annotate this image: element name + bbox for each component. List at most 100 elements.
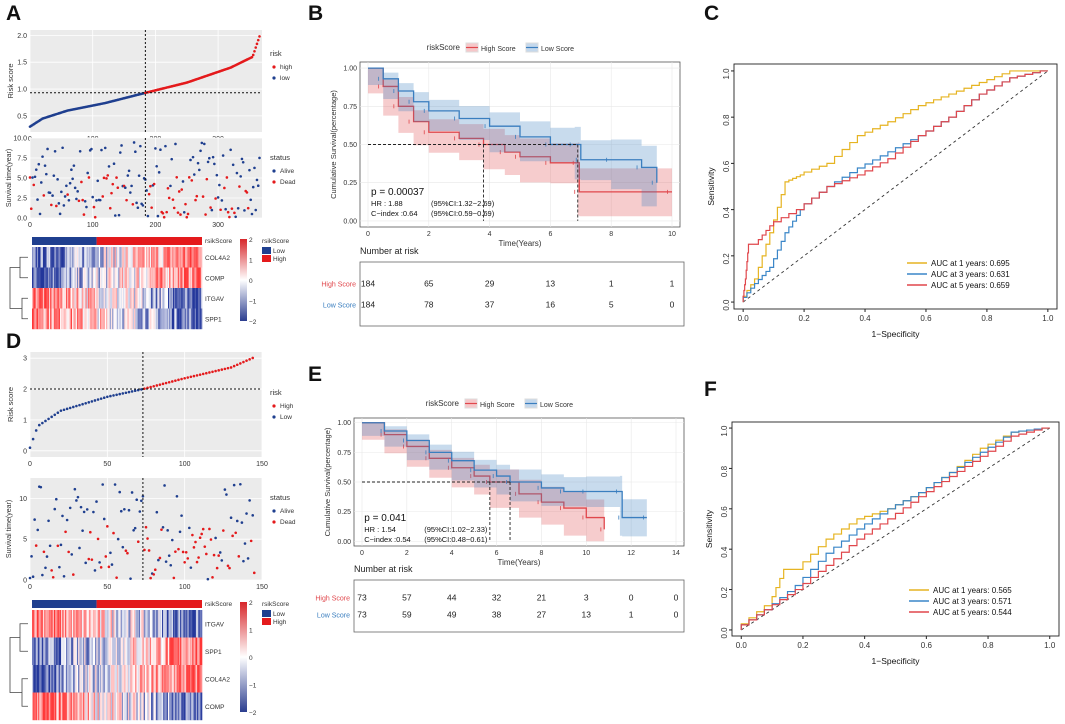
heatmap-cell	[95, 637, 97, 666]
heatmap-cell	[45, 692, 47, 721]
heatmap-cell	[84, 247, 86, 268]
risk-legend-title: risk	[270, 388, 282, 397]
heatmap-cell	[56, 665, 58, 693]
risk-point	[211, 370, 214, 374]
heatmap-cell	[89, 267, 91, 289]
heatmap-cell	[68, 692, 70, 721]
heatmap-cell	[104, 247, 107, 268]
status-point	[186, 212, 190, 216]
heatmap-cell	[182, 610, 185, 638]
heatmap-cell	[155, 665, 158, 693]
risk-point	[226, 366, 230, 370]
heatmap-cell	[198, 665, 200, 693]
heatmap-cell	[178, 637, 181, 666]
heatmap-cell	[152, 665, 154, 693]
heatmap-cell	[147, 247, 149, 268]
heatmap-cell	[49, 267, 51, 289]
status-point	[32, 183, 36, 187]
heatmap-cell	[126, 267, 129, 289]
status-point	[61, 146, 64, 150]
km-x-tick: 4	[488, 231, 492, 238]
heatmap-cell	[49, 288, 51, 309]
risk-point	[99, 397, 103, 400]
status-point	[124, 186, 127, 190]
status-legend-dot	[272, 509, 276, 513]
heatmap-cell	[39, 610, 41, 638]
heatmap-cell	[151, 247, 153, 268]
heatmap-cell	[38, 308, 40, 330]
heatmap-cell	[119, 288, 121, 309]
heatmap-cell	[34, 288, 36, 309]
roc-x-tick: 1.0	[1044, 641, 1056, 650]
heatmap-cell	[35, 610, 38, 638]
roc-y-label: Sensitivity	[706, 167, 716, 206]
status-point	[166, 187, 170, 190]
heatmap-cell	[188, 610, 191, 638]
status-point	[248, 168, 251, 172]
status-point	[236, 206, 240, 210]
status-point	[95, 199, 98, 202]
status-point	[71, 177, 74, 181]
risk-point	[121, 392, 125, 395]
heatmap-cell	[146, 692, 148, 721]
heatmap-cell	[67, 665, 69, 693]
status-point	[215, 566, 219, 570]
heatmap-cell	[123, 637, 125, 666]
heatmap-cell	[157, 610, 159, 638]
heatmap-cell	[52, 610, 55, 638]
heatmap-cell	[117, 267, 119, 289]
status-point	[137, 174, 141, 177]
status-point	[190, 179, 194, 182]
status-point	[194, 198, 197, 202]
heatmap-cell	[112, 610, 114, 638]
risk-point	[161, 382, 165, 386]
heatmap-cell	[73, 267, 75, 289]
heatmap-cell	[36, 637, 39, 666]
heatmap-cell	[33, 692, 35, 721]
roc-y-tick: 0.6	[722, 160, 731, 172]
heatmap-cell	[33, 610, 35, 638]
status-point	[120, 144, 123, 147]
heatmap-cell	[101, 288, 103, 309]
heatmap-cell	[92, 637, 95, 666]
heatmap-cell	[73, 610, 75, 638]
heatmap-cell	[161, 308, 164, 330]
heatmap-cell	[39, 692, 41, 721]
heatmap-cell	[143, 247, 146, 268]
heatmap-cell	[56, 692, 58, 721]
km-confidence-band	[368, 68, 672, 217]
status-point	[56, 544, 60, 548]
heatmap-cell	[67, 692, 69, 721]
heatmap-cell	[158, 308, 160, 330]
dendrogram-branch	[21, 678, 28, 707]
status-point	[51, 194, 54, 197]
heatmap-cell	[67, 267, 69, 289]
status-point	[150, 206, 153, 209]
heatmap-cell	[115, 267, 118, 289]
heatmap-cell	[38, 288, 40, 309]
heatmap-cell	[181, 308, 183, 330]
heatmap-cell	[135, 610, 137, 638]
heatmap-scale-tick: 1	[249, 628, 253, 635]
heatmap-cell	[117, 637, 119, 666]
risk-point	[254, 46, 258, 49]
heatmap-cell	[35, 637, 38, 666]
status-x-tick: 100	[87, 222, 99, 229]
heatmap-cell	[149, 692, 152, 721]
heatmap-cell	[106, 288, 108, 309]
risk-point	[127, 390, 131, 394]
heatmap-cell	[112, 288, 114, 309]
heatmap-cell	[108, 267, 111, 289]
km-cindex-ci: (95%CI:0.59−0.69)	[431, 209, 495, 218]
heatmap-cell	[112, 247, 114, 268]
heatmap-cell	[86, 637, 89, 666]
heatmap-cell	[49, 637, 51, 666]
heatmap-cell	[186, 665, 188, 693]
heatmap-cell	[147, 610, 149, 638]
heatmap-cell	[56, 267, 58, 289]
heatmap-cell	[121, 665, 124, 693]
heatmap-cell	[189, 692, 192, 721]
heatmap-cell	[185, 610, 187, 638]
status-point	[237, 555, 241, 558]
status-point	[206, 577, 210, 581]
